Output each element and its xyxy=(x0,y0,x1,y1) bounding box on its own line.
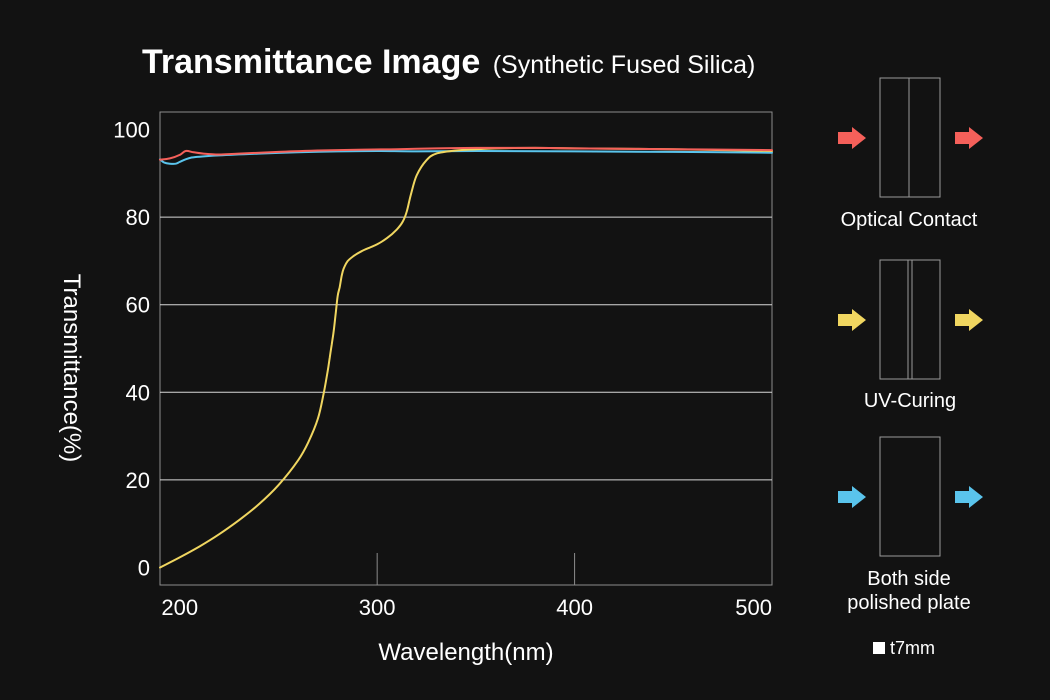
plate-outline xyxy=(879,259,941,380)
x-tick-labels: 200 300 400 500 xyxy=(161,595,772,620)
x-tick-label: 300 xyxy=(359,595,396,620)
x-axis-label: Wavelength(nm) xyxy=(378,639,553,666)
arrow-in-icon xyxy=(838,486,866,508)
y-tick-label: 80 xyxy=(126,205,150,230)
chart-subtitle: (Synthetic Fused Silica) xyxy=(493,51,756,79)
series-line-uv-curing xyxy=(159,146,773,569)
y-tick-label: 40 xyxy=(126,380,150,405)
arrow-out-icon xyxy=(955,486,983,508)
series-line-optical-contact xyxy=(159,146,773,161)
x-tick-label: 400 xyxy=(556,595,593,620)
plate-outline xyxy=(879,77,941,198)
grid xyxy=(160,216,772,585)
sample-label-optical-contact: Optical Contact xyxy=(841,209,978,231)
plot-frame xyxy=(159,111,773,586)
chart-title-main: Transmittance Image xyxy=(142,43,480,81)
chart-title: Transmittance Image (Synthetic Fused Sil… xyxy=(142,43,755,81)
y-tick-label: 60 xyxy=(126,293,150,318)
y-tick-label: 20 xyxy=(126,468,150,493)
thickness-note: t7mm xyxy=(890,638,935,658)
y-tick-label: 100 xyxy=(113,118,150,143)
y-tick-label: 0 xyxy=(138,555,150,580)
x-tick-label: 200 xyxy=(161,595,198,620)
arrow-in-icon xyxy=(838,127,866,149)
sample-label-polished-line2: polished plate xyxy=(847,592,970,614)
sample-label-uv-curing: UV-Curing xyxy=(864,390,956,412)
square-bullet-icon xyxy=(873,642,885,654)
arrow-in-icon xyxy=(838,309,866,331)
arrow-out-icon xyxy=(955,127,983,149)
y-tick-labels: 0 20 40 60 80 100 xyxy=(113,118,150,581)
series-lines xyxy=(159,146,773,569)
sample-polished-plate: Both side polished plate xyxy=(838,436,983,614)
plate-outline xyxy=(879,436,941,557)
arrow-out-icon xyxy=(955,309,983,331)
x-tick-label: 500 xyxy=(735,595,772,620)
y-axis-label: Transmittance(%) xyxy=(58,274,85,462)
sample-label-polished-line1: Both side xyxy=(867,568,950,590)
sample-diagrams: Optical Contact UV-Curing Both side poli… xyxy=(838,77,983,658)
sample-optical-contact: Optical Contact xyxy=(838,77,983,231)
sample-uv-curing: UV-Curing xyxy=(838,259,983,412)
